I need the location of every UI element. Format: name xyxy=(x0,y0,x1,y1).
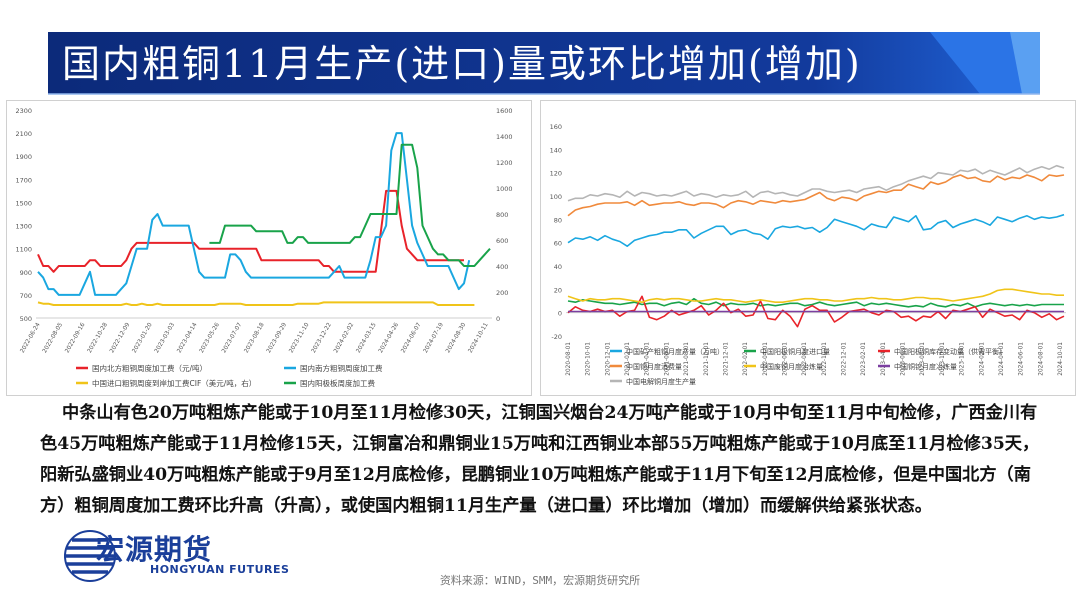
y-right-tick-label: 400 xyxy=(496,263,508,271)
y-right-tick-label: 0 xyxy=(496,315,500,323)
x-tick-label: 2021-02-01 xyxy=(625,342,631,376)
legend-label: 中国电解铜月度生产量 xyxy=(626,377,696,386)
legend-label: 中国铜铊月度冶炼量 xyxy=(894,362,957,371)
series-line xyxy=(567,164,1065,202)
x-tick-label: 2023-04-01 xyxy=(881,342,887,376)
x-tick-label: 2021-04-01 xyxy=(645,342,651,376)
series-line xyxy=(37,132,471,296)
x-tick-label: 2024-10-01 xyxy=(1058,342,1064,376)
y-left-tick-label: 1300 xyxy=(15,223,32,231)
x-tick-label: 2022-02-01 xyxy=(743,342,749,376)
x-tick-label: 2023-06-01 xyxy=(901,342,907,376)
x-tick-label: 2023-12-01 xyxy=(960,342,966,376)
y-left-tick-label: 700 xyxy=(20,292,32,300)
y-tick-label: 0 xyxy=(558,310,562,318)
logo-name-cn: 宏源期货 xyxy=(96,533,213,566)
x-tick-label: 2020-10-01 xyxy=(586,342,592,376)
legend-label: 国内南方粗铜周度加工费 xyxy=(300,363,383,373)
x-tick-label: 2022-10-01 xyxy=(822,342,828,376)
x-tick-label: 2021-06-01 xyxy=(664,342,670,376)
left-chart-panel: 2300 2100 1900 1700 1500 1300 1100 900 700 500 16… xyxy=(6,100,532,396)
logo-name-en: HONGYUAN FUTURES xyxy=(150,563,290,576)
series-line xyxy=(567,174,1065,217)
x-tick-label: 2024-08-01 xyxy=(1038,342,1044,376)
source-note: 资料来源：WIND，SMM，宏源期货研究所 xyxy=(439,574,641,587)
series-line xyxy=(567,288,1064,303)
y-right-tick-label: 200 xyxy=(496,289,508,297)
y-tick-label: 80 xyxy=(554,216,562,224)
legend-label: 中国铜月度消费量 xyxy=(626,362,682,371)
series-line xyxy=(567,297,1064,308)
y-tick-label: 40 xyxy=(554,263,562,271)
y-left-tick-label: 1900 xyxy=(15,153,32,161)
x-tick-label: 2024-06-01 xyxy=(1019,342,1025,376)
y-tick-label: 160 xyxy=(550,123,562,131)
x-tick-label: 2020-12-01 xyxy=(605,342,611,376)
series-line xyxy=(209,143,491,267)
y-tick-label: 60 xyxy=(554,240,562,248)
y-right-tick-label: 1000 xyxy=(496,185,513,193)
page-title: 国内粗铜11月生产(进口)量或环比增加(增加) xyxy=(62,42,862,86)
legend-label: 中国阳极铜月度进口量 xyxy=(760,347,830,356)
legend-label: 国内阳极板周度加工费 xyxy=(300,378,375,388)
x-tick-label: 2023-10-01 xyxy=(940,342,946,376)
x-tick-label: 2022-12-01 xyxy=(842,342,848,376)
y-tick-label: 120 xyxy=(550,170,562,178)
legend-label: 国内北方粗铜周度加工费（元/吨） xyxy=(92,363,207,373)
processing-fee-chart: 2300 2100 1900 1700 1500 1300 1100 900 700 500 16… xyxy=(6,100,532,396)
x-tick-label: 2022-06-01 xyxy=(782,342,788,376)
y-right-tick-label: 800 xyxy=(496,211,508,219)
y-left-tick-label: 1100 xyxy=(15,246,32,254)
x-tick-label: 2023-02-01 xyxy=(861,342,867,376)
y-left-tick-label: 900 xyxy=(20,269,32,277)
y-tick-label: 100 xyxy=(550,193,562,201)
y-left-tick-label: 1500 xyxy=(15,199,32,207)
supply-demand-chart: 160 140 120 100 80 60 40 20 0 -20 2020-08-01 2020-… xyxy=(540,100,1076,396)
x-tick-label: 2023-08-01 xyxy=(920,342,926,376)
legend-label: 中国废铜月度冶炼量 xyxy=(760,362,823,371)
series-line xyxy=(567,213,1065,247)
x-tick-label: 2021-12-01 xyxy=(723,342,729,376)
y-tick-label: 140 xyxy=(550,146,562,154)
legend-label: 中国进口粗铜周度到岸加工费CIF（美元/吨，右） xyxy=(92,378,256,388)
y-tick-label: 20 xyxy=(554,286,562,294)
x-tick-label: 2021-10-01 xyxy=(704,342,710,376)
series-line xyxy=(567,295,1065,328)
legend-label: 中国阳极铜库存变动量（供需平衡） xyxy=(894,347,1006,356)
y-left-tick-label: 500 xyxy=(20,315,32,323)
x-tick-label: 2020-08-01 xyxy=(566,342,572,376)
x-tick-label: 2024-04-01 xyxy=(999,342,1005,376)
x-tick-label: 2024-02-01 xyxy=(979,342,985,376)
analysis-paragraph: 中条山有色20万吨粗炼产能或于10月至11月检修30天，江铜国兴烟台24万吨产能… xyxy=(40,403,1040,516)
y-left-tick-label: 2100 xyxy=(15,130,32,138)
y-right-tick-label: 1200 xyxy=(496,159,513,167)
y-right-tick-label: 600 xyxy=(496,237,508,245)
x-tick-label: 2022-08-01 xyxy=(802,342,808,376)
y-right-tick-label: 1600 xyxy=(496,107,513,115)
series-line xyxy=(37,301,475,306)
globe-logo-icon xyxy=(64,530,116,582)
legend-label: 中国矿产粗铜月度产量（万吨） xyxy=(626,347,724,356)
x-tick-label: 2022-04-01 xyxy=(763,342,769,376)
series-line xyxy=(37,189,464,273)
right-chart-panel: 160 140 120 100 80 60 40 20 0 -20 2020-08-01 2020-… xyxy=(540,100,1076,396)
title-banner xyxy=(48,32,1040,95)
y-right-tick-label: 1400 xyxy=(496,133,513,141)
y-tick-label: -20 xyxy=(551,333,562,341)
y-left-tick-label: 1700 xyxy=(15,176,32,184)
y-left-tick-label: 2300 xyxy=(15,107,32,115)
x-tick-label: 2021-08-01 xyxy=(684,342,690,376)
